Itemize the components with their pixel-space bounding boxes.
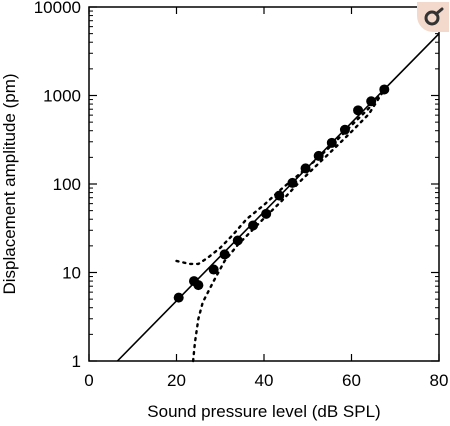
data-point: [313, 150, 324, 161]
y-tick-label: 1: [72, 352, 81, 371]
y-tick-label: 10000: [34, 0, 81, 17]
data-point: [232, 235, 243, 246]
x-tick-label: 80: [430, 371, 449, 390]
y-tick-labels: 1 10 100 1000 10000: [34, 0, 81, 371]
plot-frame: [88, 6, 440, 362]
data-point: [219, 249, 230, 260]
x-axis-label: Sound pressure level (dB SPL): [147, 402, 380, 421]
data-point: [208, 264, 219, 275]
data-point: [261, 208, 272, 219]
lens-icon: [424, 7, 444, 26]
data-point: [379, 84, 390, 95]
data-point: [353, 105, 364, 116]
error-bound-upper: [175, 88, 386, 266]
x-tick-label: 60: [342, 371, 361, 390]
x-tick-labels: 0 20 40 60 80: [84, 371, 448, 390]
error-bounds: [175, 88, 386, 363]
corner-badge[interactable]: [417, 2, 449, 32]
data-point: [193, 280, 204, 291]
error-bound-lower: [191, 88, 386, 363]
axis-ticks: [88, 6, 440, 362]
y-tick-label: 1000: [43, 87, 81, 106]
data-point: [300, 163, 311, 174]
y-tick-label: 10: [62, 264, 81, 283]
data-point: [366, 96, 377, 107]
data-point: [287, 177, 298, 188]
data-point: [173, 292, 184, 303]
data-point: [339, 124, 350, 135]
y-axis-label: Displacement amplitude (pm): [0, 73, 19, 294]
data-point: [274, 190, 285, 201]
data-points: [173, 84, 390, 303]
x-tick-label: 20: [167, 371, 186, 390]
data-point: [326, 137, 337, 148]
x-tick-label: 40: [255, 371, 274, 390]
y-tick-label: 100: [53, 175, 81, 194]
x-tick-label: 0: [84, 371, 93, 390]
data-point: [248, 220, 259, 231]
